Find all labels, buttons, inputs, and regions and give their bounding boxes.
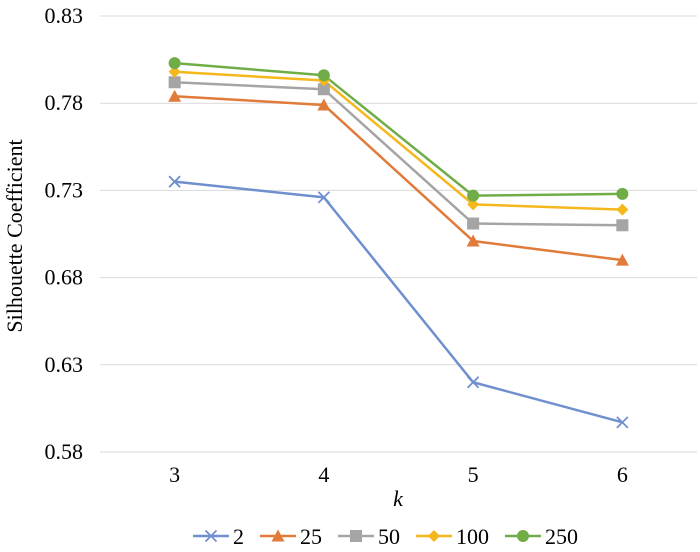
- legend-item-50: 50: [338, 524, 400, 549]
- data-point-250: [616, 187, 629, 200]
- data-point-25: [615, 253, 629, 266]
- legend-item-250: 250: [505, 524, 578, 549]
- series-line-2: [174, 180, 623, 424]
- x-axis-ticks: 3 4 5 6: [169, 462, 628, 487]
- legend-label: 250: [545, 524, 578, 549]
- legend-label: 100: [456, 524, 489, 549]
- series-line-25: [174, 94, 623, 262]
- y-tick-label: 0.83: [45, 3, 84, 28]
- data-point-250: [168, 57, 181, 70]
- legend-item-25: 25: [260, 524, 322, 549]
- y-tick-label: 0.78: [45, 90, 84, 115]
- data-point-50: [317, 83, 330, 96]
- gridlines: [100, 15, 697, 453]
- legend-item-2: 2: [193, 524, 244, 549]
- legend-marker: [350, 530, 362, 542]
- data-point-50: [168, 76, 181, 89]
- legend-item-100: 100: [416, 524, 489, 549]
- series-markers: [168, 57, 629, 429]
- data-point-25: [317, 98, 331, 111]
- legend: 2 25 50 100 250: [193, 524, 578, 549]
- y-axis-label: Silhouette Coefficient: [2, 139, 27, 332]
- data-point-2: [616, 416, 629, 429]
- data-point-2: [168, 175, 181, 188]
- legend-label: 2: [233, 524, 244, 549]
- data-point-50: [616, 219, 629, 232]
- data-point-25: [466, 234, 480, 247]
- legend-marker: [204, 529, 218, 543]
- y-tick-label: 0.63: [45, 352, 84, 377]
- series-line-100: [174, 70, 623, 211]
- legend-marker: [517, 530, 529, 542]
- series-lines: [174, 61, 623, 424]
- x-axis-label: k: [393, 486, 404, 511]
- data-point-2: [466, 376, 480, 389]
- series-line-250: [174, 61, 623, 197]
- x-tick-label: 6: [617, 462, 628, 487]
- data-point-2: [317, 191, 331, 204]
- y-tick-label: 0.68: [45, 265, 84, 290]
- data-point-100: [467, 198, 480, 211]
- legend-marker: [271, 529, 285, 542]
- data-point-50: [467, 217, 480, 230]
- data-point-25: [168, 89, 182, 102]
- legend-marker: [428, 530, 440, 542]
- series-line-50: [174, 81, 623, 227]
- data-point-100: [168, 65, 181, 78]
- legend-label: 25: [300, 524, 322, 549]
- x-tick-label: 3: [169, 462, 180, 487]
- data-point-250: [467, 189, 480, 202]
- y-axis-ticks: 0.58 0.63 0.68 0.73 0.78 0.83: [45, 3, 84, 464]
- y-tick-label: 0.58: [45, 439, 84, 464]
- x-tick-label: 4: [318, 462, 329, 487]
- y-tick-label: 0.73: [45, 177, 84, 202]
- data-point-100: [616, 203, 629, 216]
- x-tick-label: 5: [468, 462, 479, 487]
- legend-label: 50: [378, 524, 400, 549]
- data-point-250: [317, 69, 330, 82]
